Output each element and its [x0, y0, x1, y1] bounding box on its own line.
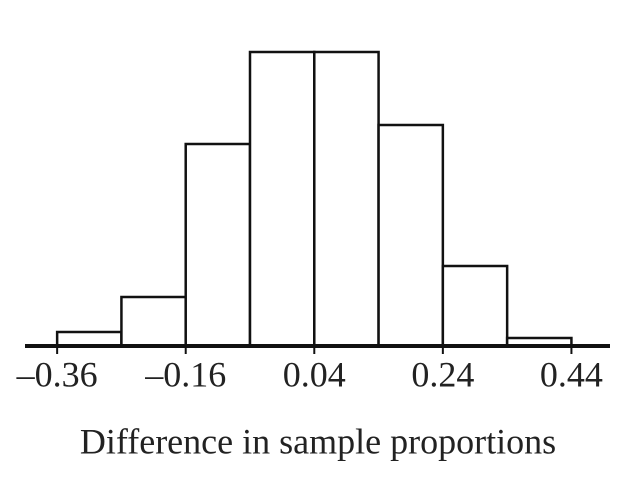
bar: [248, 50, 316, 348]
bar: [120, 295, 187, 348]
x-axis-label: Difference in sample proportions: [80, 421, 556, 461]
x-tick-label: –0.16: [144, 354, 226, 394]
bar: [441, 264, 509, 348]
bar: [55, 330, 123, 348]
x-tick-label: –0.36: [16, 354, 98, 394]
bar: [313, 50, 380, 348]
x-tick-label: 0.44: [540, 354, 603, 394]
bar: [377, 123, 445, 348]
x-tick-label: 0.04: [283, 354, 346, 394]
x-tick-label: 0.24: [411, 354, 474, 394]
bar: [184, 142, 252, 348]
